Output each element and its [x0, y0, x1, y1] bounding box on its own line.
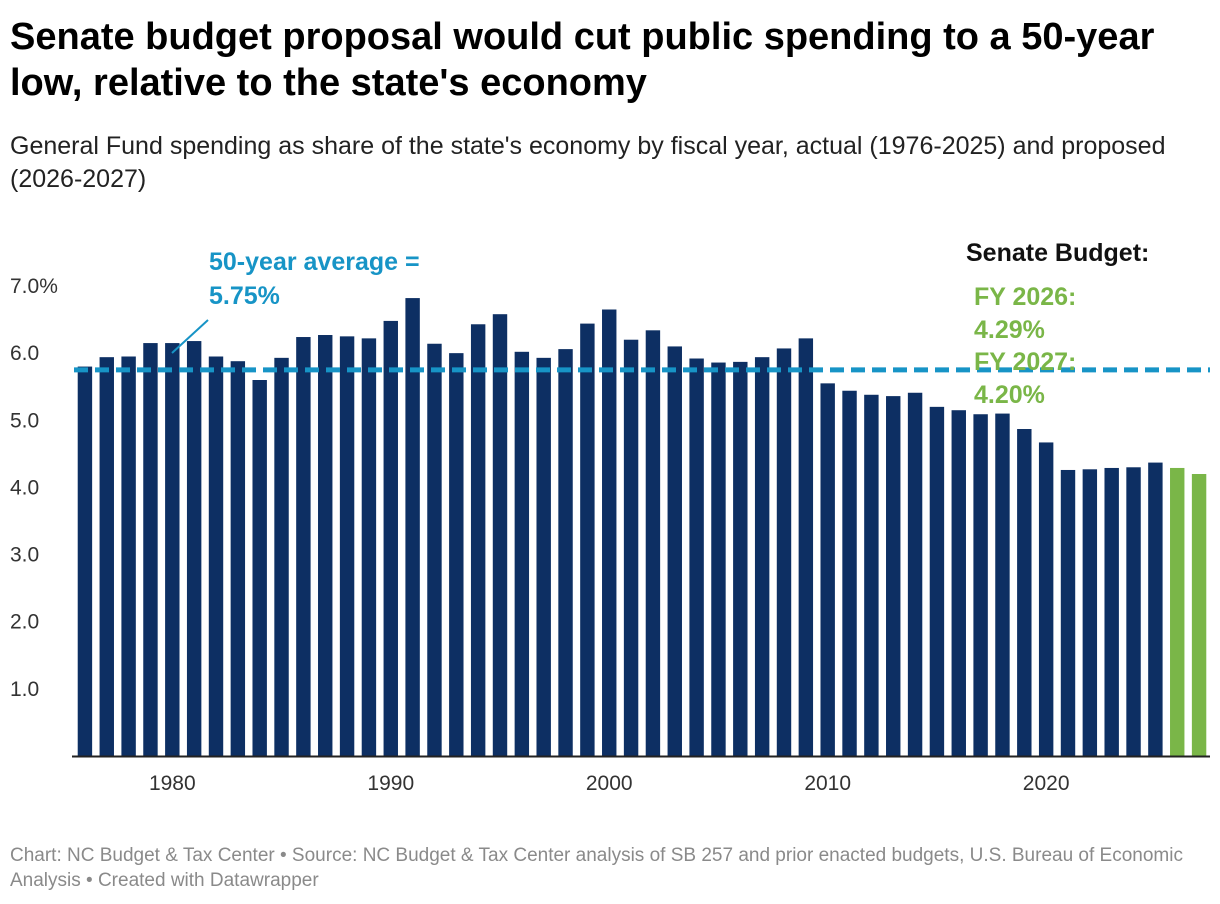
bar-2011 [842, 390, 857, 756]
y-tick-label: 5.0 [10, 409, 39, 432]
bar-1987 [318, 335, 333, 756]
bar-1989 [361, 338, 377, 756]
bar-2009 [798, 338, 814, 756]
x-tick-label: 1990 [367, 772, 414, 795]
bar-1979 [143, 343, 158, 756]
bar-2013 [886, 396, 901, 756]
bar-1986 [296, 337, 311, 756]
fy2026-value: 4.29% [974, 316, 1045, 344]
bar-2012 [864, 394, 879, 756]
bar-1995 [492, 314, 508, 756]
bar-2021 [1060, 469, 1076, 756]
chart-footer: Chart: NC Budget & Tax Center • Source: … [10, 845, 1183, 891]
bar-1978 [121, 356, 136, 756]
bar-2007 [754, 357, 770, 756]
bar-2024 [1126, 467, 1141, 756]
y-tick-label: 6.0 [10, 342, 39, 365]
average-label-line2: 5.75% [209, 282, 280, 310]
bar-2008 [776, 348, 792, 756]
bar-2002 [645, 330, 661, 756]
bar-1977 [99, 357, 114, 756]
y-axis-ticks: 1.0 2.0 3.0 4.0 5.0 6.0 7.0% [10, 275, 58, 701]
x-tick-label: 1980 [149, 772, 196, 795]
bar-1981 [186, 341, 202, 756]
bar-2026 [1170, 467, 1185, 756]
bar-2010 [820, 383, 835, 756]
bar-1983 [230, 361, 246, 756]
bar-1988 [339, 336, 355, 756]
average-pointer-line [171, 319, 209, 354]
bar-2023 [1104, 467, 1119, 756]
x-tick-label: 2010 [804, 772, 851, 795]
x-tick-label: 2020 [1023, 772, 1070, 795]
bar-2014 [907, 392, 923, 756]
bar-2000 [602, 309, 617, 756]
fy2027-label: FY 2027: [974, 348, 1076, 376]
bar-2018 [995, 413, 1010, 756]
bar-1992 [427, 343, 442, 756]
bar-2003 [667, 346, 682, 756]
bar-1993 [449, 353, 464, 756]
x-axis-ticks: 1980 1990 2000 2010 2020 [149, 772, 1070, 795]
bar-2017 [973, 414, 988, 756]
senate-budget-heading: Senate Budget: [966, 239, 1149, 267]
bar-2001 [623, 339, 639, 756]
x-tick-label: 2000 [586, 772, 633, 795]
bar-1999 [580, 323, 595, 756]
y-tick-label: 3.0 [10, 544, 39, 567]
bar-2006 [733, 361, 748, 756]
bar-1991 [405, 298, 420, 756]
chart-title: Senate budget proposal would cut public … [10, 16, 1155, 104]
bar-2015 [929, 406, 945, 756]
bar-2005 [711, 362, 726, 756]
fy2027-value: 4.20% [974, 381, 1045, 409]
bar-2016 [951, 410, 966, 756]
bar-1990 [383, 320, 398, 756]
average-label-line1: 50-year average = [209, 248, 420, 276]
bar-2027 [1191, 474, 1207, 756]
bar-1985 [274, 357, 289, 756]
y-tick-label: 1.0 [10, 678, 39, 701]
bars-group [77, 298, 1207, 756]
bar-1996 [514, 351, 530, 756]
y-tick-label: 7.0% [10, 275, 58, 298]
bar-1980 [165, 343, 180, 756]
bar-1997 [536, 357, 551, 756]
chart-subtitle: General Fund spending as share of the st… [10, 132, 1166, 193]
y-tick-label: 4.0 [10, 476, 39, 499]
bar-2022 [1082, 469, 1098, 756]
bar-1998 [558, 349, 573, 756]
bar-2019 [1017, 429, 1032, 756]
bar-2025 [1148, 462, 1163, 756]
bar-2020 [1038, 442, 1054, 756]
bar-1982 [208, 356, 224, 756]
y-tick-label: 2.0 [10, 611, 39, 634]
bar-1976 [77, 366, 93, 756]
bar-2004 [689, 358, 704, 756]
fy2026-label: FY 2026: [974, 283, 1076, 311]
bar-1994 [470, 324, 486, 756]
bar-1984 [252, 380, 267, 756]
